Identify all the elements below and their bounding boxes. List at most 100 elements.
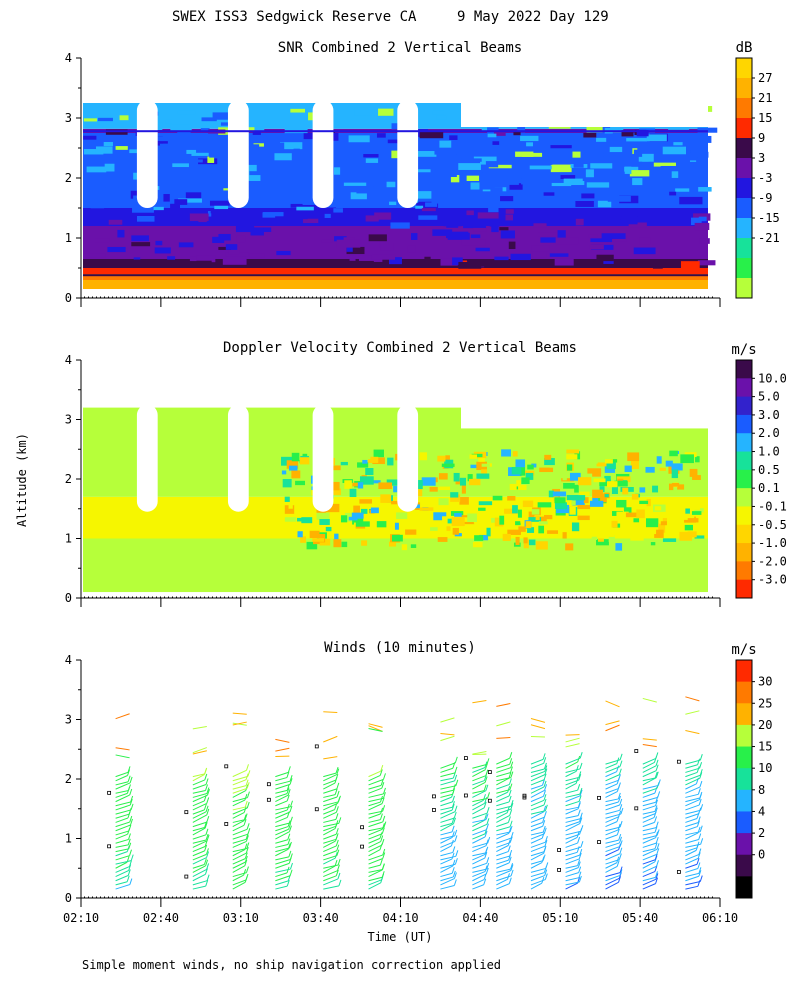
wind-barb bbox=[232, 858, 246, 865]
snr-cell bbox=[180, 179, 198, 183]
snr-cell bbox=[154, 247, 171, 254]
wind-barb bbox=[685, 764, 698, 769]
wind-barb-flag bbox=[698, 798, 702, 806]
wind-barb bbox=[530, 872, 545, 878]
snr-cell bbox=[163, 194, 170, 202]
wind-barb bbox=[472, 751, 487, 755]
snr-cell bbox=[274, 153, 292, 161]
wind-barb-flag bbox=[579, 752, 583, 759]
doppler-cell bbox=[515, 521, 521, 526]
doppler-cell bbox=[571, 522, 580, 532]
snr-cell bbox=[532, 144, 551, 152]
wind-barb bbox=[115, 809, 132, 815]
wind-barb bbox=[685, 817, 698, 823]
wind-barb bbox=[192, 850, 205, 857]
doppler-cell bbox=[361, 508, 368, 514]
snr-cell bbox=[201, 117, 217, 122]
wind-barb-flag bbox=[127, 766, 131, 773]
snr-cell bbox=[521, 152, 543, 157]
wind-barb bbox=[642, 834, 658, 840]
wind-barb bbox=[368, 827, 384, 832]
wind-barb bbox=[323, 818, 337, 823]
wind-barb bbox=[440, 831, 453, 836]
wind-barb bbox=[232, 779, 247, 786]
wind-barb bbox=[275, 822, 291, 828]
wind-barb bbox=[472, 799, 484, 807]
wind-barb bbox=[368, 810, 383, 815]
colorbar-label: 3 bbox=[758, 151, 765, 165]
wind-barb-flag bbox=[288, 841, 292, 849]
doppler-cell bbox=[494, 517, 504, 527]
snr-cell bbox=[500, 230, 515, 239]
wind-barb bbox=[323, 875, 337, 882]
wind-barb-flag bbox=[205, 805, 209, 812]
wind-barb-flag bbox=[617, 782, 621, 789]
doppler-cell bbox=[571, 500, 576, 506]
wind-barb bbox=[368, 854, 383, 861]
colorbar-label: 5.0 bbox=[758, 390, 780, 404]
snr-cell bbox=[209, 200, 230, 206]
doppler-cell bbox=[526, 539, 536, 546]
snr-cell bbox=[115, 134, 132, 141]
wind-barb-flag bbox=[541, 832, 545, 839]
doppler-cell bbox=[615, 543, 623, 551]
wind-barb-flag bbox=[578, 871, 582, 878]
doppler-cell bbox=[528, 517, 542, 522]
wind-barb bbox=[605, 804, 620, 811]
wind-barb bbox=[565, 836, 578, 844]
doppler-cell bbox=[313, 540, 321, 545]
wind-barb bbox=[496, 767, 511, 773]
wind-barb bbox=[192, 885, 206, 890]
snr-cell bbox=[387, 139, 407, 144]
wind-barb bbox=[192, 853, 207, 861]
wind-barb bbox=[530, 784, 543, 790]
calm-marker bbox=[224, 764, 229, 769]
calm-marker bbox=[463, 793, 468, 798]
snr-cell bbox=[582, 174, 601, 181]
wind-barb-flag bbox=[508, 789, 512, 797]
wind-barb bbox=[642, 777, 656, 782]
data-gap bbox=[227, 100, 249, 208]
colorbar-label: 21 bbox=[758, 91, 772, 105]
snr-cell bbox=[621, 216, 638, 225]
wind-barb-flag bbox=[507, 816, 511, 823]
doppler-cell bbox=[433, 512, 447, 521]
snr-cell bbox=[694, 135, 712, 143]
wind-barb bbox=[115, 884, 131, 890]
wind-barb-flag bbox=[454, 756, 458, 764]
snr-cell bbox=[509, 183, 523, 190]
wind-barb bbox=[192, 794, 208, 803]
wind-barb-flag bbox=[509, 820, 513, 827]
x-tick-label: 04:10 bbox=[382, 911, 418, 925]
snr-cell bbox=[435, 169, 457, 178]
wind-barb-flag bbox=[290, 862, 293, 870]
snr-cell bbox=[470, 234, 481, 239]
snr-cell bbox=[185, 192, 202, 199]
wind-barb-flag bbox=[485, 846, 489, 853]
snr-cell bbox=[321, 239, 333, 243]
wind-barb bbox=[605, 788, 619, 794]
colorbar-swatch bbox=[736, 238, 752, 259]
wind-barb-flag bbox=[619, 847, 623, 854]
doppler-cell bbox=[388, 541, 397, 547]
wind-barb-flag bbox=[128, 824, 132, 832]
figure-date: 9 May 2022 Day 129 bbox=[457, 9, 609, 25]
wind-barb-flag bbox=[543, 827, 547, 835]
doppler-cell bbox=[591, 455, 598, 464]
wind-barb bbox=[275, 800, 288, 807]
snr-cell bbox=[492, 141, 500, 145]
snr-cell bbox=[679, 196, 703, 205]
wind-barb bbox=[496, 789, 511, 794]
doppler-cell bbox=[659, 467, 666, 471]
wind-barb-flag bbox=[654, 842, 658, 849]
wind-barb bbox=[565, 808, 579, 815]
y-tick-label: 2 bbox=[65, 472, 72, 486]
wind-barb bbox=[323, 825, 337, 832]
colorbar-swatch bbox=[736, 433, 752, 453]
snr-cell bbox=[690, 217, 702, 226]
wind-barb-flag bbox=[698, 870, 702, 877]
snr-cell bbox=[263, 137, 282, 141]
doppler-cell bbox=[288, 504, 293, 509]
doppler-cell bbox=[437, 455, 446, 462]
doppler-cell bbox=[502, 533, 511, 541]
